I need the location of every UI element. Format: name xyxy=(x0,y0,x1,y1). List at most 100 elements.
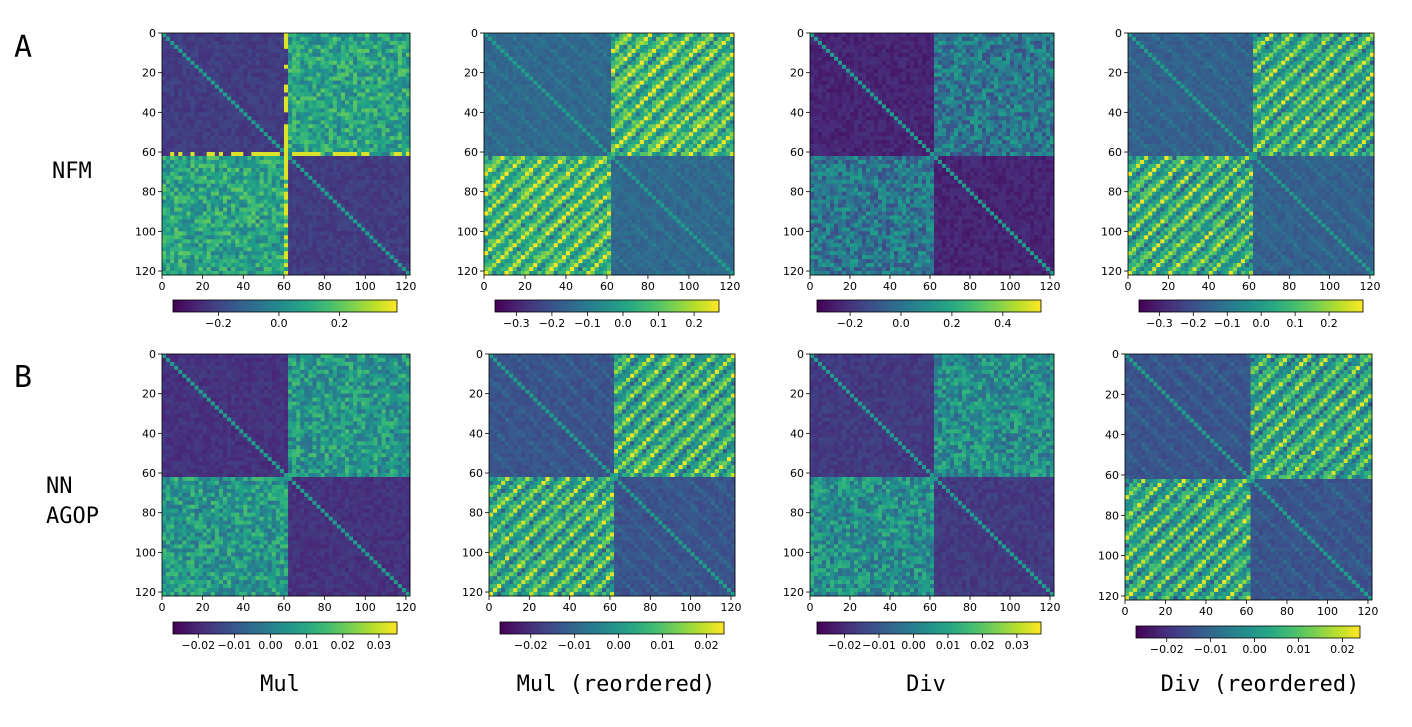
heatmap-cell xyxy=(260,144,264,148)
heatmap-cell xyxy=(517,37,522,41)
heatmap-cell xyxy=(398,156,402,160)
heatmap-cell xyxy=(640,45,645,49)
heatmap-cell xyxy=(558,104,563,108)
heatmap-cell xyxy=(345,140,349,144)
heatmap-cell xyxy=(582,41,587,45)
heatmap-cell xyxy=(509,85,513,89)
heatmap-cell xyxy=(365,140,369,144)
heatmap-cell xyxy=(337,73,341,77)
heatmap-cell xyxy=(312,267,316,271)
heatmap-cell xyxy=(190,53,194,57)
heatmap-cell xyxy=(211,168,215,172)
heatmap-cell xyxy=(664,65,669,69)
heatmap-cell xyxy=(697,37,702,41)
heatmap-cell xyxy=(357,61,361,65)
heatmap-cell xyxy=(231,41,235,45)
heatmap-cell xyxy=(353,136,357,140)
heatmap-cell xyxy=(333,65,337,69)
heatmap-cell xyxy=(325,77,329,81)
heatmap-cell xyxy=(304,37,308,41)
heatmap-cell xyxy=(513,33,518,37)
heatmap-cell xyxy=(566,93,571,97)
heatmap-cell xyxy=(496,104,501,108)
heatmap-cell xyxy=(722,81,727,85)
heatmap-cell xyxy=(586,96,591,100)
heatmap-cell xyxy=(668,49,673,53)
heatmap-cell xyxy=(256,160,260,164)
heatmap-cell xyxy=(264,73,268,77)
heatmap-cell xyxy=(361,128,365,132)
heatmap-cell xyxy=(607,37,612,41)
heatmap-cell xyxy=(190,231,194,235)
heatmap-cell xyxy=(361,239,365,243)
heatmap-cell xyxy=(365,33,369,37)
heatmap-cell xyxy=(272,61,276,65)
heatmap-cell xyxy=(656,53,661,57)
heatmap-cell xyxy=(272,215,276,219)
heatmap-cell xyxy=(681,108,686,112)
heatmap-cell xyxy=(550,77,555,81)
heatmap-cell xyxy=(223,208,227,212)
heatmap-cell xyxy=(357,176,361,180)
heatmap-cell xyxy=(264,128,268,132)
heatmap-cell xyxy=(550,57,555,61)
heatmap-cell xyxy=(337,96,341,100)
heatmap-cell xyxy=(562,49,567,53)
heatmap-cell xyxy=(203,93,207,97)
heatmap-cell xyxy=(300,243,304,247)
heatmap-cell xyxy=(325,180,329,184)
heatmap-cell xyxy=(709,41,714,45)
heatmap-cell xyxy=(300,168,304,172)
heatmap-cell xyxy=(353,148,357,152)
heatmap-cell xyxy=(276,136,280,140)
heatmap-cell xyxy=(369,251,373,255)
heatmap-cell xyxy=(207,223,211,227)
heatmap-cell xyxy=(369,85,373,89)
heatmap-cell xyxy=(186,223,190,227)
heatmap-cell xyxy=(398,73,402,77)
heatmap-cell xyxy=(402,168,406,172)
heatmap-cell xyxy=(162,259,166,263)
heatmap-cell xyxy=(251,243,255,247)
heatmap-cell xyxy=(398,251,402,255)
heatmap-cell xyxy=(394,128,398,132)
heatmap-cell xyxy=(203,223,207,227)
heatmap-cell xyxy=(321,223,325,227)
heatmap-cell xyxy=(681,104,686,108)
heatmap-cell xyxy=(529,49,534,53)
heatmap-cell xyxy=(190,128,194,132)
heatmap-cell xyxy=(722,104,727,108)
heatmap-cell xyxy=(390,192,394,196)
heatmap-cell xyxy=(349,85,353,89)
heatmap-cell xyxy=(256,104,260,108)
heatmap-cell xyxy=(677,65,682,69)
heatmap-cell xyxy=(276,41,280,45)
heatmap-cell xyxy=(677,96,682,100)
heatmap-cell xyxy=(162,255,166,259)
heatmap-cell xyxy=(722,37,727,41)
heatmap-cell xyxy=(227,41,231,45)
heatmap-cell xyxy=(231,176,235,180)
heatmap-cell xyxy=(195,73,199,77)
heatmap-cell xyxy=(619,49,624,53)
heatmap-cell xyxy=(365,41,369,45)
heatmap-cell xyxy=(247,251,251,255)
heatmap-cell xyxy=(701,57,706,61)
heatmap-cell xyxy=(541,81,546,85)
heatmap-cell xyxy=(268,176,272,180)
heatmap-cell xyxy=(341,180,345,184)
heatmap-cell xyxy=(207,53,211,57)
heatmap-cell xyxy=(276,212,280,216)
heatmap-cell xyxy=(513,65,518,69)
heatmap-cell xyxy=(357,156,361,160)
heatmap-cell xyxy=(652,65,657,69)
heatmap-cell xyxy=(517,96,522,100)
heatmap-cell xyxy=(664,89,669,93)
heatmap-cell xyxy=(219,81,223,85)
heatmap-cell xyxy=(398,116,402,120)
heatmap-cell xyxy=(488,108,493,112)
heatmap-cell xyxy=(211,116,215,120)
heatmap-cell xyxy=(239,243,243,247)
heatmap-cell xyxy=(619,69,624,73)
heatmap-cell xyxy=(632,73,637,77)
